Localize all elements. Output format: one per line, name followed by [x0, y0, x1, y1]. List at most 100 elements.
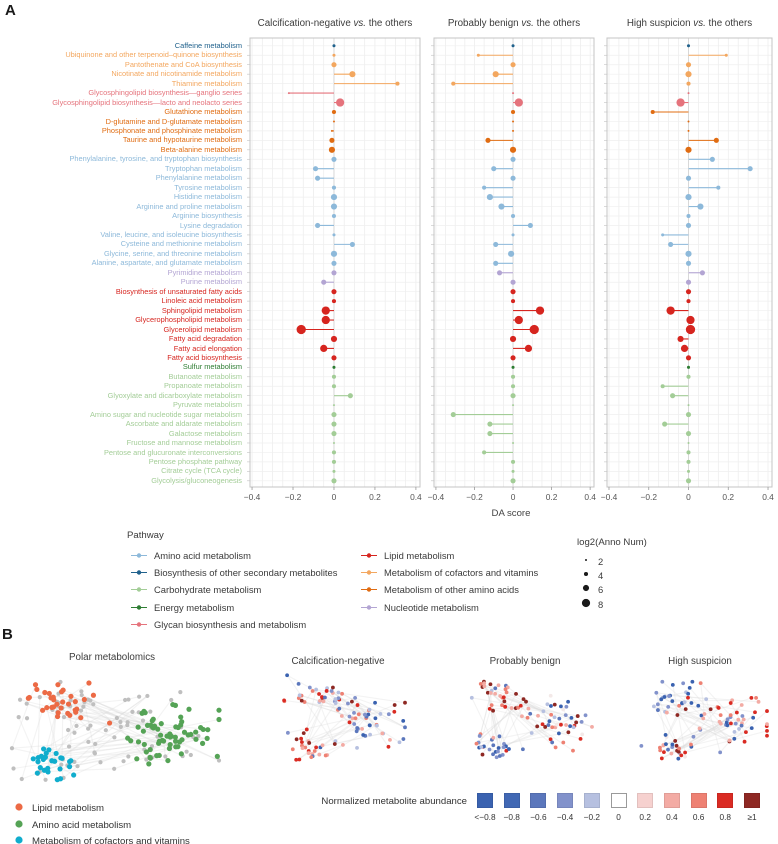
data-point — [686, 44, 691, 48]
axis-tick-label: 0.2 — [369, 492, 381, 502]
network-node — [79, 692, 84, 698]
network-node — [299, 736, 304, 741]
network-edge — [656, 692, 730, 741]
network-node — [550, 740, 555, 745]
axis-tick-label: 0 — [686, 492, 691, 502]
network-node — [128, 738, 134, 744]
network-node — [491, 708, 495, 713]
axis-tick-label: 0 — [332, 492, 337, 502]
network-node — [160, 738, 167, 744]
network-node — [501, 695, 506, 700]
data-point — [492, 71, 499, 78]
polar-legend-dot — [15, 803, 23, 811]
data-point — [510, 459, 516, 464]
data-point — [685, 430, 692, 437]
network-node — [525, 715, 530, 720]
axis-tick-label: 0.4 — [762, 492, 774, 502]
network-edge — [341, 693, 406, 728]
network-edge — [677, 714, 752, 729]
network-node — [727, 738, 732, 743]
data-point — [510, 175, 516, 181]
network-node — [44, 705, 50, 711]
network-node — [375, 723, 379, 728]
legend-label: Glycan biosynthesis and metabolism — [154, 618, 307, 630]
network-node — [318, 698, 322, 703]
pathway-label: Phenylalanine, tyrosine, and tryptophan … — [69, 154, 242, 164]
network-node — [353, 696, 357, 700]
network-node — [148, 709, 153, 714]
network-node — [392, 709, 397, 714]
network-node — [559, 722, 563, 727]
legend-marker-icon — [361, 604, 377, 610]
network-node — [363, 712, 367, 717]
data-point — [512, 120, 515, 123]
network-node — [296, 682, 301, 686]
network-node — [687, 685, 692, 690]
data-point — [332, 53, 336, 57]
data-point — [450, 412, 456, 418]
network-edge — [304, 701, 356, 719]
network-node — [469, 695, 474, 700]
lollipops — [287, 44, 400, 484]
network-edge — [39, 768, 115, 773]
network-node — [135, 739, 142, 745]
network-node — [200, 726, 206, 733]
data-point — [331, 62, 337, 68]
data-point — [315, 175, 321, 181]
data-point — [312, 166, 319, 172]
data-point — [747, 166, 753, 172]
lollipop-panel-svg: −0.4 −0.2 0 0.2 0.4 — [244, 37, 422, 502]
x-axis: −0.4 −0.2 0 0.2 0.4 — [428, 487, 596, 502]
data-point — [686, 374, 691, 379]
pathway-label: Sphingolipid metabolism — [161, 305, 242, 315]
pathway-label: Glutathione metabolism — [164, 107, 242, 117]
network-node — [355, 726, 360, 730]
network-node — [353, 716, 358, 721]
network-node — [178, 690, 183, 695]
network-node — [666, 747, 670, 752]
network-node — [590, 724, 594, 729]
axis-tick-label: 0.2 — [722, 492, 734, 502]
network-node — [514, 691, 518, 696]
x-axis-title: DA score — [491, 508, 531, 519]
network-node — [40, 707, 46, 713]
network-node — [68, 758, 74, 764]
network-node — [118, 719, 123, 725]
network-edge — [663, 713, 705, 753]
legend-label: Carbohydrate metabolism — [154, 584, 262, 596]
network-node — [563, 713, 568, 718]
pathway-label: Ascorbate and aldarate metabolism — [125, 419, 242, 429]
network-edge — [315, 732, 383, 748]
network-node — [173, 744, 179, 750]
data-point — [487, 430, 493, 437]
data-point — [508, 250, 515, 257]
network-node — [367, 723, 372, 728]
network-node — [178, 714, 184, 720]
network-node — [662, 750, 666, 755]
data-point — [510, 279, 516, 285]
network-edge — [719, 719, 739, 723]
network-node — [216, 707, 222, 713]
network-edge — [661, 681, 702, 716]
network-edge — [719, 711, 756, 753]
network-node — [373, 716, 378, 721]
legend-label: Energy metabolism — [154, 601, 235, 613]
network-node — [309, 755, 314, 760]
network-node — [356, 712, 361, 717]
network-node — [497, 754, 502, 758]
data-point — [685, 194, 692, 201]
network-edge — [11, 735, 172, 749]
data-point — [666, 306, 675, 315]
polar-legend-item: Amino acid metabolism — [14, 816, 131, 834]
network-node — [333, 697, 338, 702]
network-edge — [656, 692, 707, 700]
network-node — [401, 718, 406, 723]
network-node — [540, 722, 545, 727]
lollipop-panel-svg: −0.4 −0.2 0 0.2 0.4 — [601, 37, 774, 502]
data-point — [686, 365, 691, 369]
pathway-label: Nicotinate and nicotinamide metabolism — [111, 69, 242, 79]
data-point — [332, 441, 335, 444]
network-node — [92, 750, 97, 755]
network-node — [347, 714, 352, 719]
network-node — [388, 738, 392, 742]
